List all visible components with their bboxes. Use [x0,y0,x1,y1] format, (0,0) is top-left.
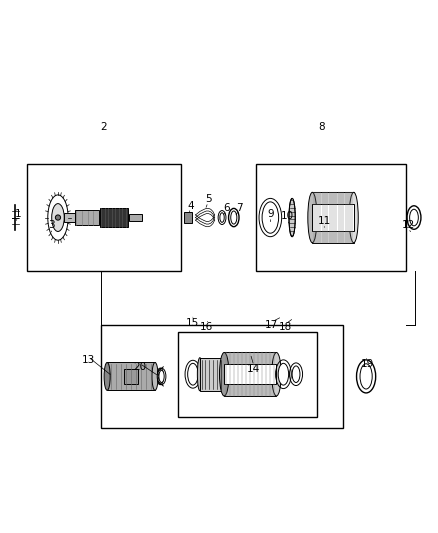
Bar [312,204,354,231]
Bar [178,332,317,417]
Bar [292,198,293,237]
Text: 13: 13 [82,355,95,365]
Ellipse shape [349,192,358,243]
Ellipse shape [104,362,110,390]
Text: 12: 12 [402,220,415,230]
Ellipse shape [289,198,295,237]
Ellipse shape [220,213,224,222]
Text: 2: 2 [100,122,107,132]
Ellipse shape [187,364,198,385]
Text: 5: 5 [205,194,212,204]
Bar [75,210,99,225]
Ellipse shape [292,366,300,383]
Bar [64,213,75,222]
Bar [256,164,406,271]
Ellipse shape [308,192,317,243]
Bar [224,365,276,384]
Ellipse shape [159,370,164,383]
Ellipse shape [55,215,60,220]
Ellipse shape [52,204,64,231]
Bar [312,192,354,243]
Ellipse shape [152,362,158,390]
Text: 18: 18 [279,322,292,333]
Bar [184,212,191,223]
Text: 20: 20 [133,361,146,372]
Bar [100,208,128,227]
Ellipse shape [219,352,229,396]
Ellipse shape [272,352,281,396]
Text: 16: 16 [200,322,213,333]
Ellipse shape [410,209,418,226]
Ellipse shape [278,364,289,385]
Text: 9: 9 [267,209,274,219]
Ellipse shape [360,364,372,389]
Ellipse shape [198,358,202,391]
Ellipse shape [220,358,225,391]
Text: 7: 7 [237,203,243,213]
Text: 4: 4 [187,200,194,211]
Text: 10: 10 [281,212,294,221]
Text: 6: 6 [223,203,230,213]
Bar [27,164,181,271]
Text: 15: 15 [186,318,200,328]
Text: 11: 11 [318,216,331,226]
Bar [224,352,276,396]
Text: 1: 1 [14,209,21,219]
Bar [107,362,155,390]
Text: 19: 19 [360,359,374,369]
Ellipse shape [262,202,279,233]
Bar [129,214,142,221]
Text: 8: 8 [318,122,325,132]
Ellipse shape [231,211,237,224]
Bar [124,369,138,384]
Text: 3: 3 [48,220,55,230]
Bar [200,358,223,391]
Bar [102,325,343,427]
Text: 14: 14 [247,364,261,374]
Text: 17: 17 [265,320,278,330]
